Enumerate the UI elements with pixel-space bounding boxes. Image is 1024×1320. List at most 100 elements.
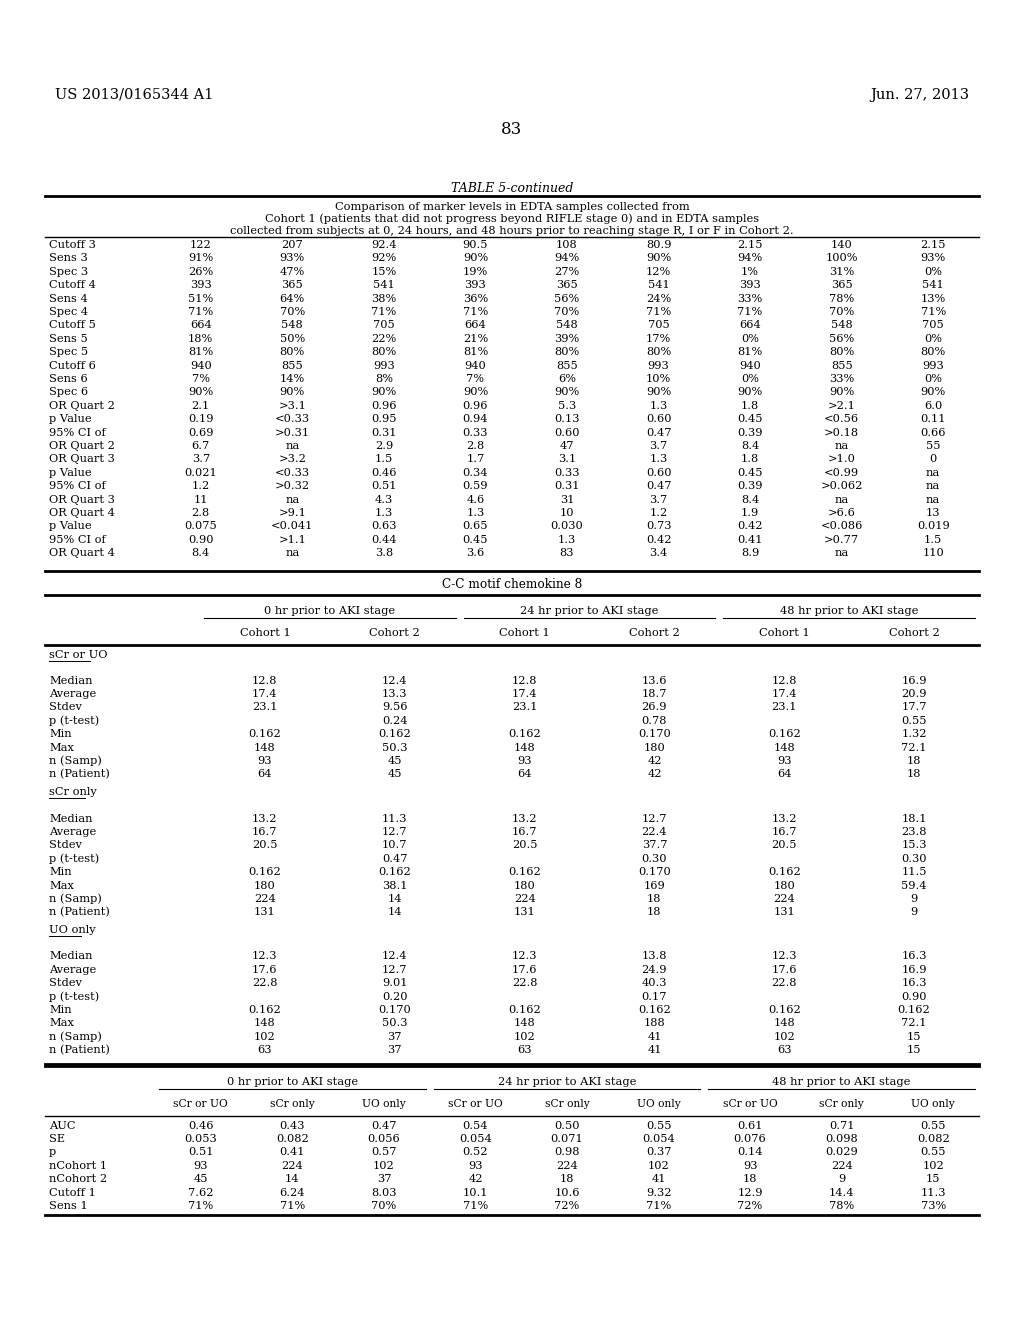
Text: Spec 4: Spec 4 [49,308,88,317]
Text: 0.24: 0.24 [382,715,408,726]
Text: 0.39: 0.39 [737,428,763,438]
Text: Median: Median [49,813,92,824]
Text: p: p [49,1147,56,1158]
Text: 7%: 7% [467,374,484,384]
Text: 17.4: 17.4 [252,689,278,700]
Text: Cohort 1: Cohort 1 [240,627,290,638]
Text: 72%: 72% [737,1201,763,1210]
Text: 0.61: 0.61 [737,1121,763,1131]
Text: 3.8: 3.8 [375,548,393,558]
Text: 0.51: 0.51 [188,1147,214,1158]
Text: 27%: 27% [554,267,580,277]
Text: 0.51: 0.51 [371,482,396,491]
Text: OR Quart 4: OR Quart 4 [49,508,115,517]
Text: 3.4: 3.4 [649,548,668,558]
Text: 0.71: 0.71 [828,1121,854,1131]
Text: 664: 664 [739,321,761,330]
Text: 50%: 50% [280,334,305,343]
Text: 93: 93 [742,1160,758,1171]
Text: Spec 3: Spec 3 [49,267,88,277]
Text: 1.32: 1.32 [901,729,927,739]
Text: 80%: 80% [554,347,580,358]
Text: 0.17: 0.17 [642,991,668,1002]
Text: 47: 47 [560,441,574,451]
Text: 131: 131 [514,907,536,917]
Text: 20.9: 20.9 [901,689,927,700]
Text: 31: 31 [560,495,574,504]
Text: >3.2: >3.2 [279,454,306,465]
Text: 71%: 71% [737,308,763,317]
Text: 71%: 71% [463,308,488,317]
Text: 0.162: 0.162 [379,729,411,739]
Text: 0.73: 0.73 [646,521,672,532]
Text: 0.162: 0.162 [379,867,411,878]
Text: 10%: 10% [646,374,671,384]
Text: 12.4: 12.4 [382,952,408,961]
Text: sCr only: sCr only [545,1100,590,1109]
Text: 0.162: 0.162 [249,729,282,739]
Text: 0.162: 0.162 [768,729,801,739]
Text: 9: 9 [910,907,918,917]
Text: 1.3: 1.3 [375,508,393,517]
Text: 188: 188 [643,1019,666,1028]
Text: >0.18: >0.18 [824,428,859,438]
Text: 93: 93 [258,756,272,766]
Text: 93%: 93% [280,253,305,264]
Text: 8.4: 8.4 [191,548,210,558]
Text: 15: 15 [907,1032,922,1041]
Text: 0.30: 0.30 [642,854,668,863]
Text: 0.44: 0.44 [371,535,396,545]
Text: 33%: 33% [737,293,763,304]
Text: <0.041: <0.041 [271,521,313,532]
Text: 18: 18 [742,1175,758,1184]
Text: sCr only: sCr only [819,1100,864,1109]
Text: 0.69: 0.69 [188,428,214,438]
Text: p (t-test): p (t-test) [49,854,99,865]
Text: 4.3: 4.3 [375,495,393,504]
Text: 13.6: 13.6 [642,676,668,685]
Text: 2.8: 2.8 [191,508,210,517]
Text: 0.45: 0.45 [737,467,763,478]
Text: 16.3: 16.3 [901,978,927,989]
Text: 12.7: 12.7 [642,813,668,824]
Text: 0.90: 0.90 [188,535,214,545]
Text: 0.075: 0.075 [184,521,217,532]
Text: 70%: 70% [554,308,580,317]
Text: 0.60: 0.60 [646,414,672,424]
Text: 993: 993 [923,360,944,371]
Text: 6%: 6% [558,374,575,384]
Text: 12.3: 12.3 [252,952,278,961]
Text: 45: 45 [194,1175,208,1184]
Text: 16.7: 16.7 [771,828,797,837]
Text: 12.4: 12.4 [382,676,408,685]
Text: 15: 15 [926,1175,940,1184]
Text: 90%: 90% [829,387,854,397]
Text: 2.8: 2.8 [466,441,484,451]
Text: p (t-test): p (t-test) [49,991,99,1002]
Text: 0: 0 [930,454,937,465]
Text: 13: 13 [926,508,940,517]
Text: 90%: 90% [737,387,763,397]
Text: 12%: 12% [646,267,671,277]
Text: 0.95: 0.95 [371,414,396,424]
Text: 0.162: 0.162 [508,729,541,739]
Text: 90%: 90% [463,387,488,397]
Text: 17.7: 17.7 [901,702,927,713]
Text: 0.33: 0.33 [463,428,488,438]
Text: 664: 664 [465,321,486,330]
Text: 18: 18 [907,770,922,780]
Text: Stdev: Stdev [49,978,82,989]
Text: 0.46: 0.46 [188,1121,214,1131]
Text: Cutoff 1: Cutoff 1 [49,1188,96,1197]
Text: 0.37: 0.37 [646,1147,672,1158]
Text: 855: 855 [830,360,853,371]
Text: 14: 14 [387,894,402,904]
Text: 15.3: 15.3 [901,841,927,850]
Text: Stdev: Stdev [49,702,82,713]
Text: na: na [286,495,299,504]
Text: 3.1: 3.1 [558,454,577,465]
Text: 541: 541 [373,280,395,290]
Text: 37: 37 [387,1032,402,1041]
Text: 0.45: 0.45 [463,535,488,545]
Text: 0.55: 0.55 [901,715,927,726]
